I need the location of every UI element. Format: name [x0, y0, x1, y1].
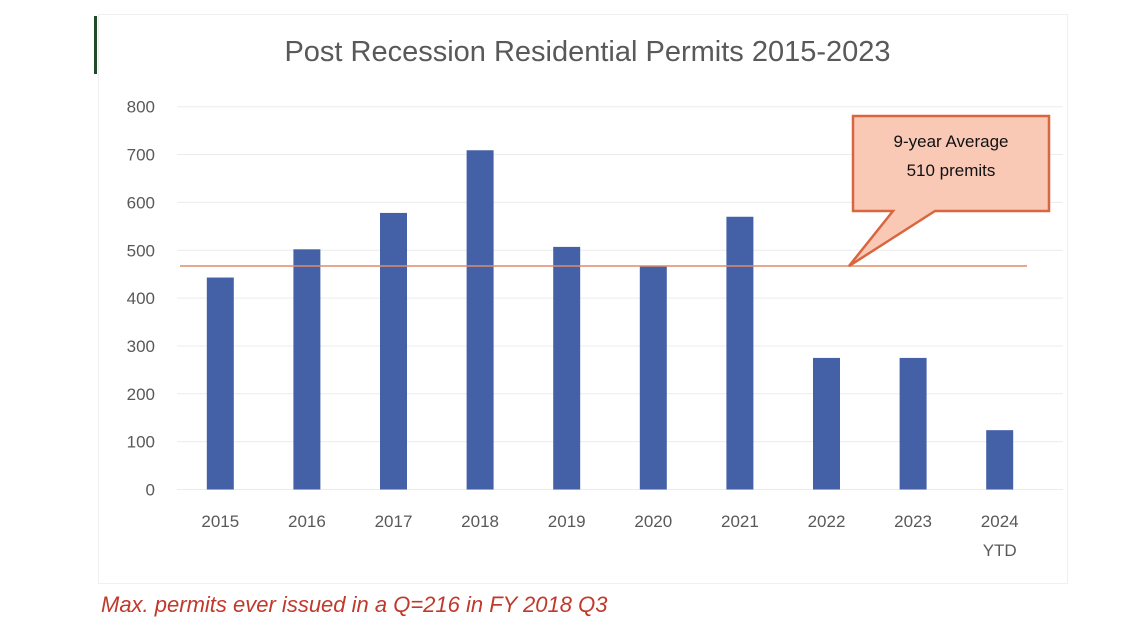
- bar-2018: [466, 150, 494, 490]
- y-tick-label: 100: [127, 433, 155, 452]
- bar-2023: [899, 357, 927, 490]
- callout-line-1: 9-year Average: [894, 132, 1009, 151]
- x-tick-label: YTD: [983, 541, 1017, 560]
- x-tick-label: 2019: [548, 512, 586, 531]
- y-tick-label: 700: [127, 146, 155, 165]
- x-tick-label: 2024: [981, 512, 1019, 531]
- x-tick-label: 2016: [288, 512, 326, 531]
- x-tick-label: 2022: [808, 512, 846, 531]
- y-tick-label: 600: [127, 193, 155, 212]
- y-tick-label: 500: [127, 241, 155, 260]
- bar-2017: [380, 212, 407, 490]
- chart-frame: [98, 14, 1068, 584]
- y-tick-label: 800: [127, 98, 155, 117]
- footnote: Max. permits ever issued in a Q=216 in F…: [101, 592, 608, 617]
- y-tick-label: 400: [127, 289, 155, 308]
- y-tick-label: 300: [127, 337, 155, 356]
- bar-2015: [206, 277, 234, 490]
- bar-2021: [726, 216, 754, 490]
- bar-2024-ytd: [986, 430, 1014, 490]
- callout-line-2: 510 premits: [907, 161, 996, 180]
- text-cursor: [94, 16, 97, 74]
- x-tick-label: 2015: [201, 512, 239, 531]
- bar-2020: [639, 266, 667, 490]
- bar-2019: [553, 246, 581, 490]
- chart-title: Post Recession Residential Permits 2015-…: [284, 36, 891, 68]
- y-tick-label: 0: [146, 481, 155, 500]
- x-tick-label: 2021: [721, 512, 759, 531]
- x-tick-label: 2023: [894, 512, 932, 531]
- x-tick-label: 2018: [461, 512, 499, 531]
- x-tick-label: 2017: [375, 512, 413, 531]
- average-callout: [848, 114, 1051, 268]
- bar-2016: [293, 249, 321, 490]
- x-tick-label: 2020: [634, 512, 672, 531]
- y-tick-label: 200: [127, 385, 155, 404]
- bar-2022: [813, 357, 840, 490]
